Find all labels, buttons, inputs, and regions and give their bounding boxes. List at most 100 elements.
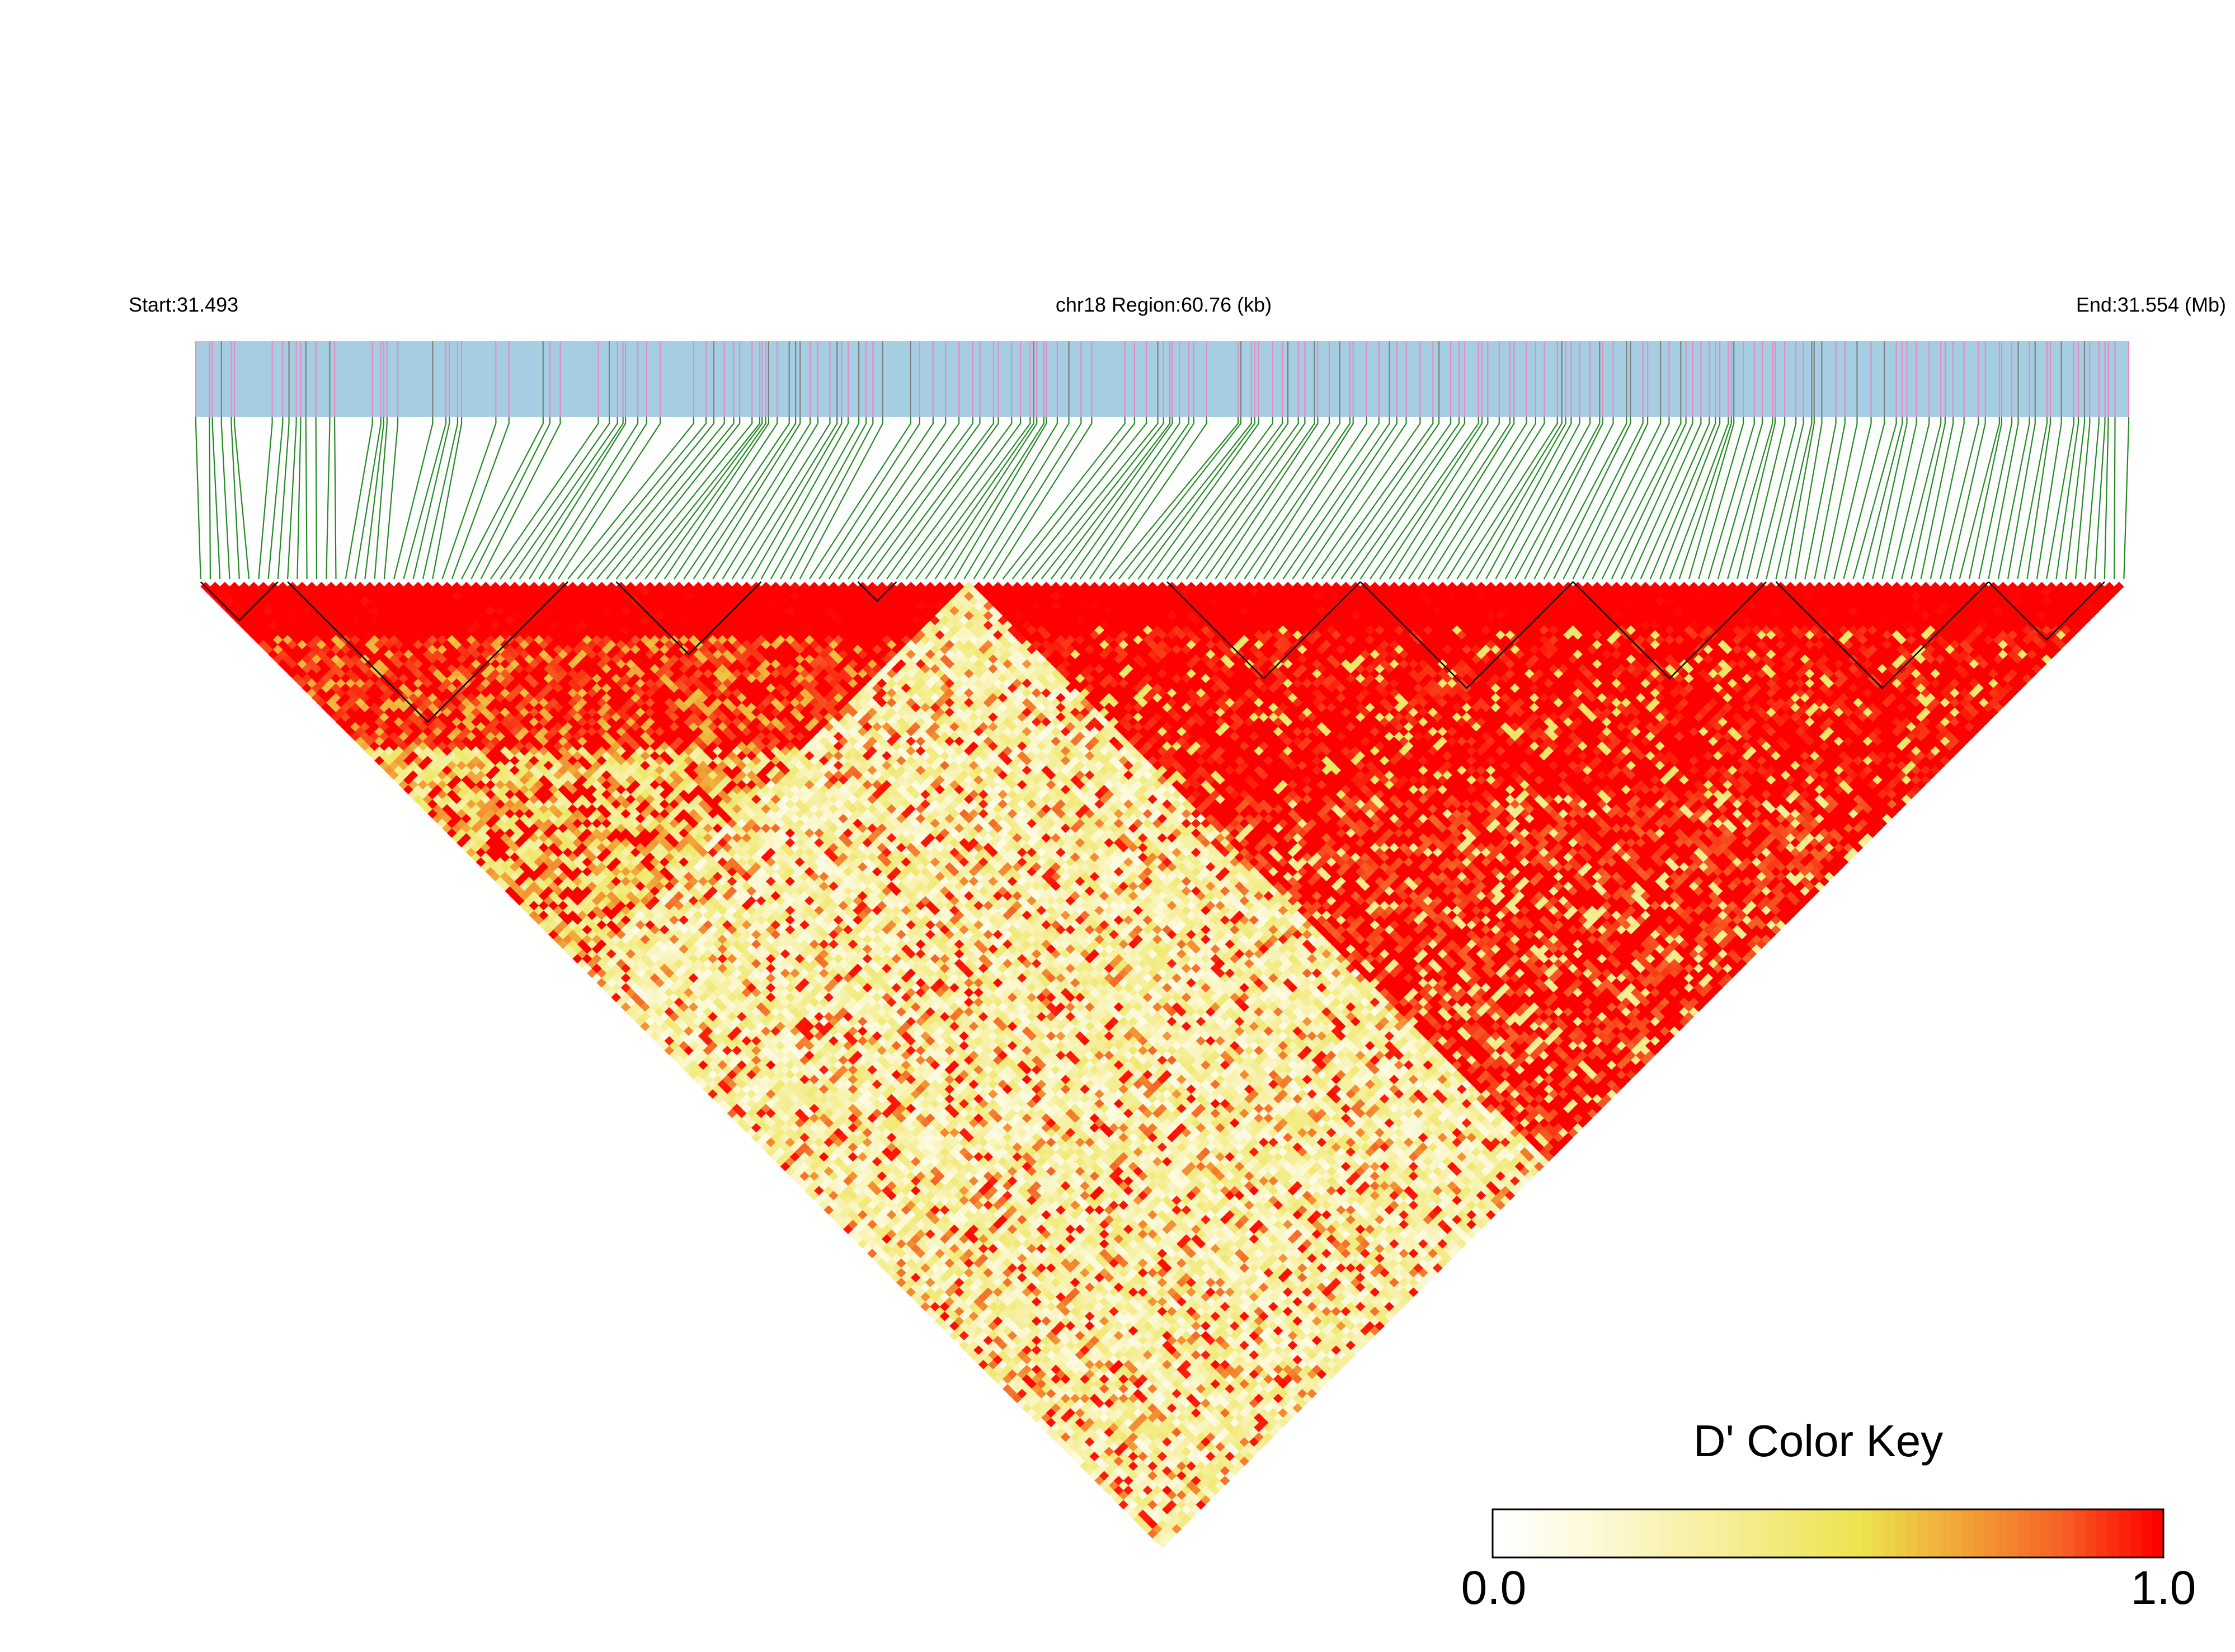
ld-cell xyxy=(601,982,612,993)
ld-cell xyxy=(1075,1447,1085,1457)
ld-cell xyxy=(548,881,559,891)
ld-cell xyxy=(877,1229,887,1239)
ld-cell xyxy=(398,751,409,761)
snp-connector-line xyxy=(1282,417,1390,580)
ld-cell xyxy=(427,808,438,819)
snp-connector-line xyxy=(1156,417,1273,580)
ld-cell xyxy=(601,954,612,964)
ld-cell xyxy=(1099,1422,1109,1433)
ld-cell xyxy=(451,784,462,795)
ld-cell xyxy=(1084,1447,1095,1457)
ld-cell xyxy=(374,688,385,698)
ld-cell xyxy=(326,639,336,649)
ld-cell xyxy=(398,722,409,732)
snp-connector-line xyxy=(1707,417,1755,580)
ld-cell xyxy=(1113,1447,1124,1457)
snp-connector-line xyxy=(315,417,318,580)
snp-connector-line xyxy=(963,417,1058,580)
ld-cell xyxy=(234,596,244,606)
ld-cell xyxy=(650,992,660,1003)
ld-cell xyxy=(476,789,486,799)
snp-connector-line xyxy=(1823,417,1858,580)
snp-connector-line xyxy=(635,417,761,580)
snp-connector-line xyxy=(1485,417,1572,580)
ld-cell xyxy=(891,1253,902,1263)
ld-cell xyxy=(403,755,414,766)
snp-connector-line xyxy=(1843,417,1885,580)
ld-cell xyxy=(326,669,336,679)
ld-cell xyxy=(307,678,317,689)
ld-cell xyxy=(625,978,636,988)
snp-connector-line xyxy=(412,417,450,580)
ld-cell xyxy=(698,1031,708,1041)
ld-cell xyxy=(451,804,462,814)
ld-cell xyxy=(307,669,317,679)
snp-connector-line xyxy=(1330,417,1440,580)
snp-connector-line xyxy=(451,417,510,580)
ld-cell xyxy=(422,784,433,795)
snp-connector-line xyxy=(731,417,831,580)
ld-cell xyxy=(446,770,457,780)
ld-cell xyxy=(495,837,506,848)
ld-cell xyxy=(925,1277,935,1288)
snp-connector-line xyxy=(2104,417,2109,580)
ld-cell xyxy=(272,596,283,606)
snp-connector-line xyxy=(305,417,308,580)
ld-cell xyxy=(519,901,530,911)
snp-connector-line xyxy=(480,417,561,580)
ld-cell xyxy=(1003,1326,1013,1336)
snp-connector-line xyxy=(1466,417,1563,580)
snp-connector-line xyxy=(1900,417,1942,580)
ld-cell xyxy=(746,1128,757,1138)
snp-connector-line xyxy=(712,417,811,580)
ld-cell xyxy=(746,1118,757,1128)
snp-connector-line xyxy=(1350,417,1460,580)
ld-cell xyxy=(495,818,506,829)
ld-cell xyxy=(355,669,365,679)
snp-connector-line xyxy=(915,417,1031,580)
ld-cell xyxy=(1162,1495,1173,1505)
ld-cell xyxy=(804,1156,815,1167)
ld-cell xyxy=(476,828,486,838)
ld-cell xyxy=(326,688,336,698)
snp-connector-line xyxy=(1128,417,1252,580)
ld-cell xyxy=(272,615,283,625)
region-title: chr18 Region:60.76 (kb) xyxy=(1056,293,1272,317)
ld-cell xyxy=(1065,1447,1076,1457)
ld-cell xyxy=(476,808,486,819)
ld-cell xyxy=(1022,1374,1032,1384)
snp-connector-line xyxy=(383,417,399,580)
ld-cell xyxy=(350,731,361,742)
ld-cell xyxy=(355,717,365,727)
snp-connector-line xyxy=(1234,417,1340,580)
ld-cell xyxy=(872,1253,882,1263)
ld-cell xyxy=(848,1229,858,1239)
snp-connector-line xyxy=(1968,417,2002,580)
ld-cell xyxy=(258,639,269,649)
snp-connector-line xyxy=(596,417,725,580)
ld-cell xyxy=(253,635,264,645)
snp-connector-line xyxy=(2065,417,2086,580)
snp-connector-line xyxy=(760,417,849,580)
snp-connector-line xyxy=(1611,417,1687,580)
ld-cell xyxy=(1080,1422,1090,1433)
ld-cell xyxy=(272,625,283,636)
ld-cell xyxy=(283,596,293,606)
ld-cell xyxy=(326,649,336,660)
snp-connector-line xyxy=(1418,417,1515,580)
ld-cell xyxy=(577,949,588,959)
ld-cell xyxy=(476,837,486,848)
snp-connector-line xyxy=(2017,417,2048,580)
snp-connector-line xyxy=(1804,417,1837,580)
snp-connector-line xyxy=(1002,417,1126,580)
ld-cell xyxy=(818,1181,829,1191)
snp-connector-line xyxy=(1504,417,1591,580)
ld-cell xyxy=(398,731,409,742)
snp-connector-line xyxy=(1881,417,1917,580)
ld-cell xyxy=(307,659,317,669)
snp-connector-line xyxy=(1427,417,1527,580)
ld-cell xyxy=(248,591,259,601)
snp-connector-line xyxy=(992,417,1093,580)
ld-cell xyxy=(307,649,317,660)
